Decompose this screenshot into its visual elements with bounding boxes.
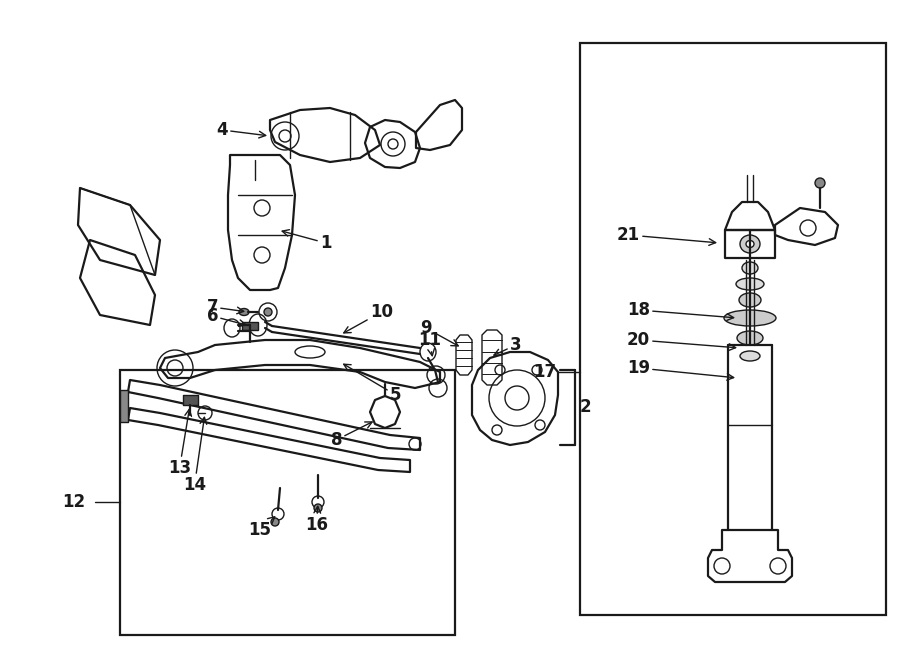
- Text: 9: 9: [420, 319, 458, 346]
- Bar: [120, 370, 455, 635]
- Bar: [242, 322, 258, 330]
- Text: 17: 17: [534, 363, 556, 381]
- Text: 1: 1: [283, 229, 331, 252]
- Text: 6: 6: [206, 307, 246, 327]
- Text: 7: 7: [206, 298, 244, 316]
- Text: 2: 2: [580, 398, 590, 416]
- Ellipse shape: [724, 310, 776, 326]
- Ellipse shape: [739, 293, 761, 307]
- Text: 12: 12: [62, 493, 86, 511]
- Circle shape: [264, 308, 272, 316]
- Text: 21: 21: [616, 226, 716, 245]
- Ellipse shape: [740, 351, 760, 361]
- Polygon shape: [120, 390, 128, 422]
- Ellipse shape: [737, 331, 763, 345]
- Circle shape: [271, 518, 279, 526]
- Text: 19: 19: [627, 359, 734, 380]
- Text: 18: 18: [627, 301, 734, 321]
- Text: 10: 10: [344, 303, 393, 333]
- Text: 8: 8: [330, 422, 372, 449]
- Ellipse shape: [742, 262, 758, 274]
- Circle shape: [815, 178, 825, 188]
- Circle shape: [314, 504, 322, 512]
- Ellipse shape: [740, 235, 760, 253]
- Text: 15: 15: [248, 517, 274, 539]
- Text: 14: 14: [183, 417, 207, 494]
- Ellipse shape: [746, 241, 754, 247]
- Text: 4: 4: [216, 121, 266, 139]
- Bar: [580, 43, 886, 615]
- Text: 11: 11: [418, 331, 441, 356]
- Text: 13: 13: [168, 409, 192, 477]
- Polygon shape: [183, 395, 198, 405]
- Ellipse shape: [736, 278, 764, 290]
- Ellipse shape: [239, 309, 249, 315]
- Text: 20: 20: [627, 331, 735, 350]
- Text: 16: 16: [305, 506, 328, 534]
- Text: 3: 3: [494, 336, 522, 356]
- Text: 5: 5: [344, 364, 401, 404]
